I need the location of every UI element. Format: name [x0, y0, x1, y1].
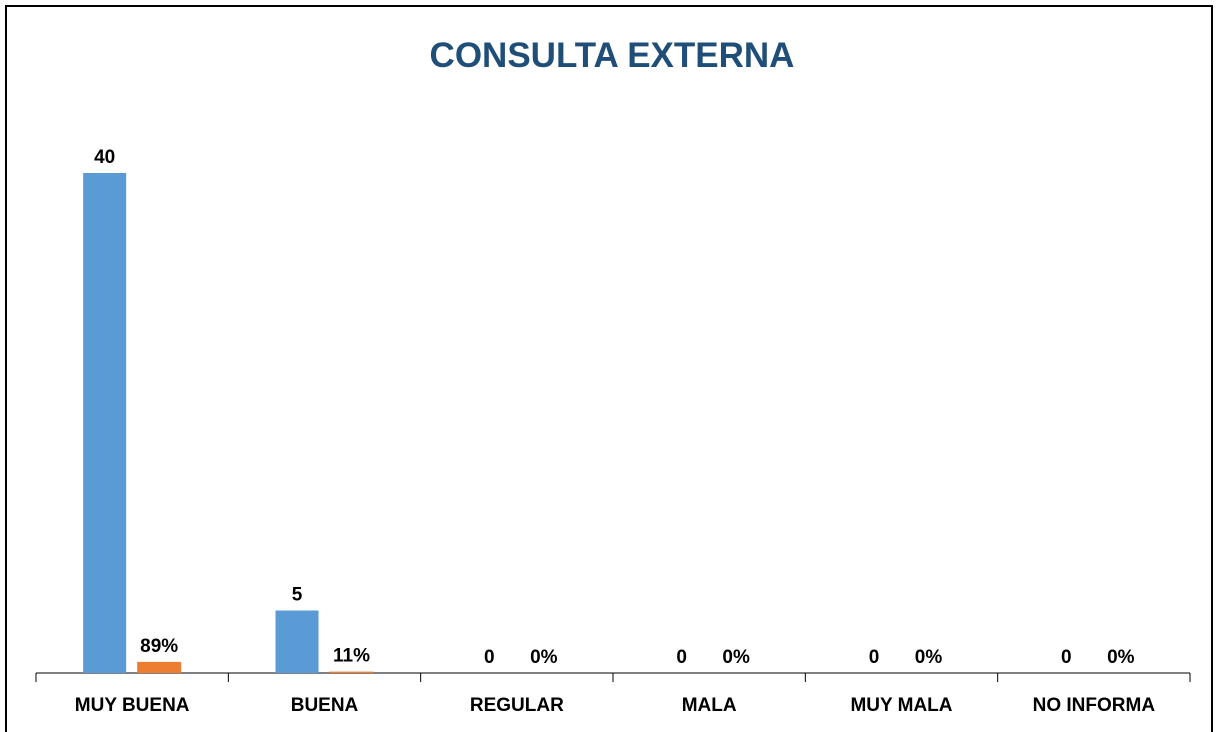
x-tick-label: BUENA [291, 695, 359, 716]
data-label: 0% [1107, 647, 1135, 668]
bar [83, 173, 127, 673]
data-label: 0 [1061, 647, 1072, 668]
data-label: 0 [676, 647, 687, 668]
bar [329, 671, 374, 673]
chart-frame [5, 5, 1213, 732]
data-label: 0% [530, 647, 558, 668]
data-label: 11% [333, 646, 370, 667]
x-tick-label: REGULAR [470, 695, 564, 716]
x-tick-label: MALA [682, 695, 737, 716]
bar [275, 610, 319, 673]
x-tick-label: MUY MALA [850, 695, 952, 716]
data-label: 89% [140, 636, 178, 657]
bar [137, 661, 182, 673]
chart-title: CONSULTA EXTERNA [430, 36, 795, 75]
data-label: 40 [94, 147, 115, 168]
data-label: 0 [869, 647, 880, 668]
x-tick-label: NO INFORMA [1033, 695, 1156, 716]
data-label: 0% [915, 647, 943, 668]
x-tick-label: MUY BUENA [75, 695, 190, 716]
data-label: 5 [292, 585, 303, 606]
data-label: 0 [484, 647, 495, 668]
data-label: 0% [722, 647, 750, 668]
